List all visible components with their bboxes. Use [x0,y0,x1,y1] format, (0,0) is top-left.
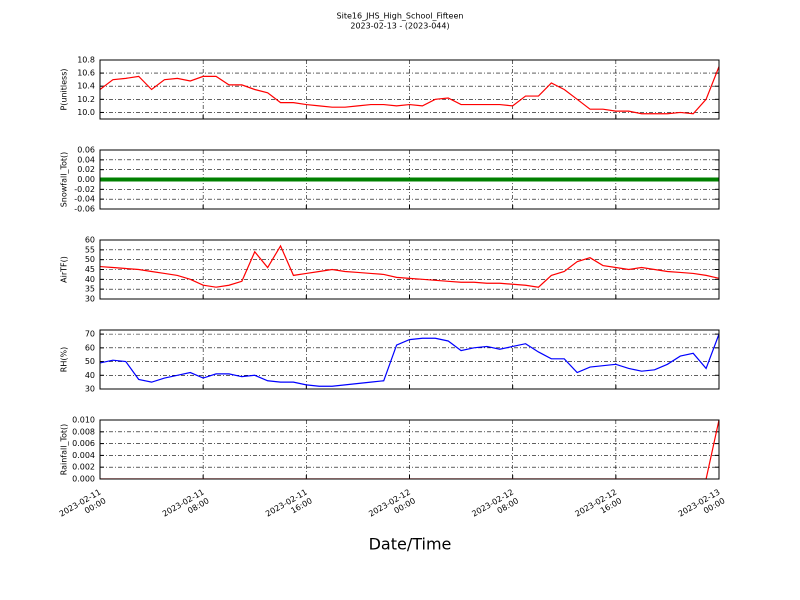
chart-subtitle: 2023-02-13 - (2023-044) [350,22,449,31]
y-tick-label: 40 [85,275,95,284]
plot-frame [99,149,720,210]
y-axis-label: AirTF() [60,256,69,283]
y-tick-label: 10.6 [77,69,95,78]
y-tick-label: 0.00 [77,175,95,184]
y-tick-label: 10.4 [77,82,95,91]
y-tick-label: 50 [85,357,95,366]
y-tick-label: 10.2 [77,95,95,104]
y-tick-label: 60 [85,236,95,245]
plot-area [100,66,719,115]
y-tick-label: 0.010 [72,416,95,425]
plot-area [100,333,719,387]
plot-frame [99,329,720,390]
y-tick-label: 0.008 [72,427,95,436]
plot-frame [99,239,720,300]
y-tick-label: 0.02 [77,165,95,174]
y-tick-label: 10.8 [77,56,95,65]
y-tick-label: -0.06 [74,205,95,214]
y-tick-label: 0.000 [72,475,95,484]
x-tick-label: 2023-02-1216:00 [573,487,623,527]
x-tick-label: 2023-02-1108:00 [161,487,211,527]
y-tick-label: 10.0 [77,108,95,117]
y-tick-label: 0.06 [77,146,95,155]
x-tick-label: 2023-02-1116:00 [264,487,314,527]
y-tick-label: 50 [85,255,95,264]
data-line [100,66,719,115]
y-tick-label: 0.002 [72,463,95,472]
y-axis-label: Rainfall_Tot() [60,424,69,476]
plot-area [100,244,719,288]
x-tick-label: 2023-02-1200:00 [367,487,417,527]
y-tick-label: 55 [85,245,95,254]
x-tick-label: 2023-02-1300:00 [676,487,726,527]
x-axis-label: Date/Time [369,535,452,554]
chart-title: Site16_JHS_High_School_Fifteen [337,12,464,21]
y-axis-label: RH(%) [60,347,69,372]
x-tick-label: 2023-02-1100:00 [57,487,107,527]
x-tick-label: 2023-02-1208:00 [470,487,520,527]
plot-frame [99,419,720,480]
y-tick-label: 0.006 [72,439,95,448]
y-tick-label: 0.004 [72,451,95,460]
y-tick-label: 60 [85,343,95,352]
data-line [100,244,719,288]
y-tick-label: 30 [85,385,95,394]
plot-frame [99,59,720,120]
data-line [100,333,719,387]
y-tick-label: 30 [85,295,95,304]
y-axis-label: Snowfall_Tot() [60,152,69,208]
y-tick-label: 45 [85,265,95,274]
y-tick-label: -0.04 [74,195,95,204]
y-tick-label: 35 [85,285,95,294]
y-axis-label: P(unitless) [60,68,69,110]
y-tick-label: 0.04 [77,155,95,164]
y-tick-label: -0.02 [74,185,95,194]
y-tick-label: 40 [85,371,95,380]
y-tick-label: 70 [85,330,95,339]
